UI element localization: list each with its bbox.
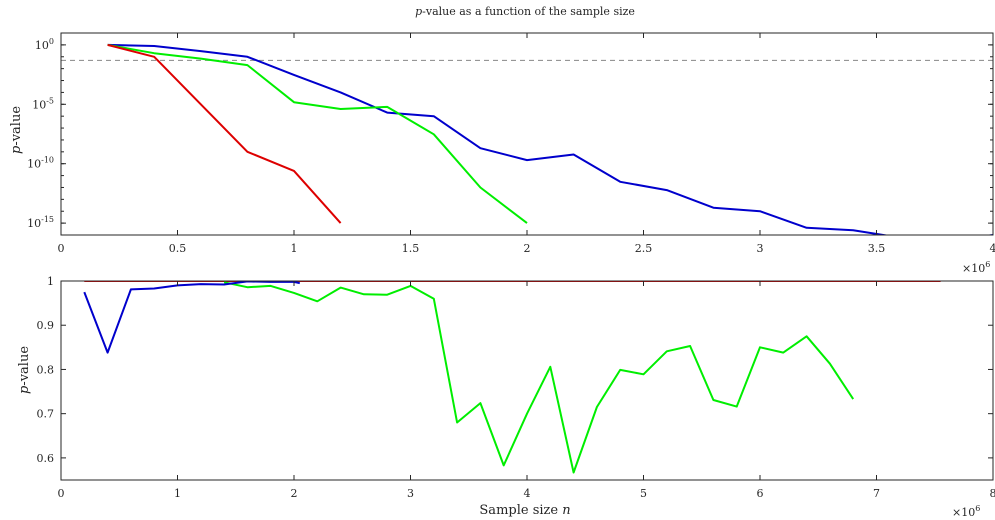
x-exponent-label: ×106 — [952, 504, 980, 519]
x-tick-label: 2 — [524, 242, 531, 255]
plot-area-top: 0 0.5 1 1.5 2 2.5 3 3.5 4 100 10-5 10-10 10-15 — [27, 32, 995, 255]
x-axis-label-italic: n — [562, 503, 570, 518]
y-tick-label: 0.9 — [37, 319, 55, 332]
chart-title-rest: -value as a function of the sample size — [422, 5, 635, 18]
y-tick-label: 10-5 — [32, 96, 54, 111]
x-tick-label: 1 — [174, 487, 181, 500]
series-line-0 — [107, 43, 993, 235]
x-tick-label: 0.5 — [169, 242, 187, 255]
x-tick-label: 3 — [407, 487, 414, 500]
chart-bottom: p-value Sample size n 0 1 2 3 4 5 6 7 8 0.6 0.7 0.8… — [17, 275, 995, 519]
series-line-1 — [107, 43, 528, 224]
y-tick-label: 1 — [47, 275, 54, 288]
y-tick-label: 100 — [35, 37, 54, 52]
y-tick-label: 10-15 — [27, 215, 54, 230]
x-tick-label: 1.5 — [402, 242, 420, 255]
x-tick-label: 2.5 — [635, 242, 653, 255]
x-tick-label: 1 — [291, 242, 298, 255]
x-tick-label: 4 — [990, 242, 995, 255]
y-tick-label: 10-10 — [27, 156, 54, 171]
x-tick-label: 6 — [757, 487, 764, 500]
x-tick-label: 5 — [640, 487, 647, 500]
plot-area-bottom: 0 1 2 3 4 5 6 7 8 0.6 0.7 0.8 0.9 1 — [37, 275, 995, 500]
y-axis-label-italic: p — [9, 145, 24, 154]
x-axis-label-plain: Sample size — [479, 503, 562, 518]
axes-box — [60, 280, 994, 481]
x-exponent-label: ×106 — [962, 260, 990, 275]
y-axis-label-rest: -value — [9, 106, 24, 146]
chart-title: p-value as a function of the sample size — [415, 5, 635, 18]
x-exponent-power: 6 — [975, 504, 980, 513]
y-tick-label: 0.6 — [37, 452, 55, 465]
y-axis-label: p-value — [9, 106, 24, 154]
x-tick-label: 0 — [58, 487, 65, 500]
chart-top: p-value as a function of the sample size… — [9, 5, 995, 275]
chart-title-italic: p — [415, 5, 422, 18]
x-axis-label: Sample size n — [479, 503, 570, 518]
y-tick-label: 0.7 — [37, 408, 55, 421]
y-axis-label-rest: -value — [17, 346, 32, 386]
series-line-1 — [223, 281, 855, 474]
x-tick-label: 0 — [58, 242, 65, 255]
x-tick-label: 4 — [524, 487, 531, 500]
y-axis-label: p-value — [17, 346, 32, 394]
x-tick-label: 7 — [873, 487, 880, 500]
series-line-2 — [83, 281, 301, 354]
x-tick-label: 8 — [990, 487, 995, 500]
x-tick-label: 3 — [757, 242, 764, 255]
y-axis-label-italic: p — [17, 385, 32, 394]
y-tick-label: 0.8 — [37, 363, 55, 376]
x-exponent-power: 6 — [985, 260, 990, 269]
x-exponent-base: ×10 — [962, 262, 985, 275]
x-exponent-base: ×10 — [952, 506, 975, 519]
x-tick-label: 3.5 — [868, 242, 886, 255]
axes-box — [60, 32, 994, 236]
x-tick-label: 2 — [291, 487, 298, 500]
series-line-2 — [107, 43, 342, 224]
